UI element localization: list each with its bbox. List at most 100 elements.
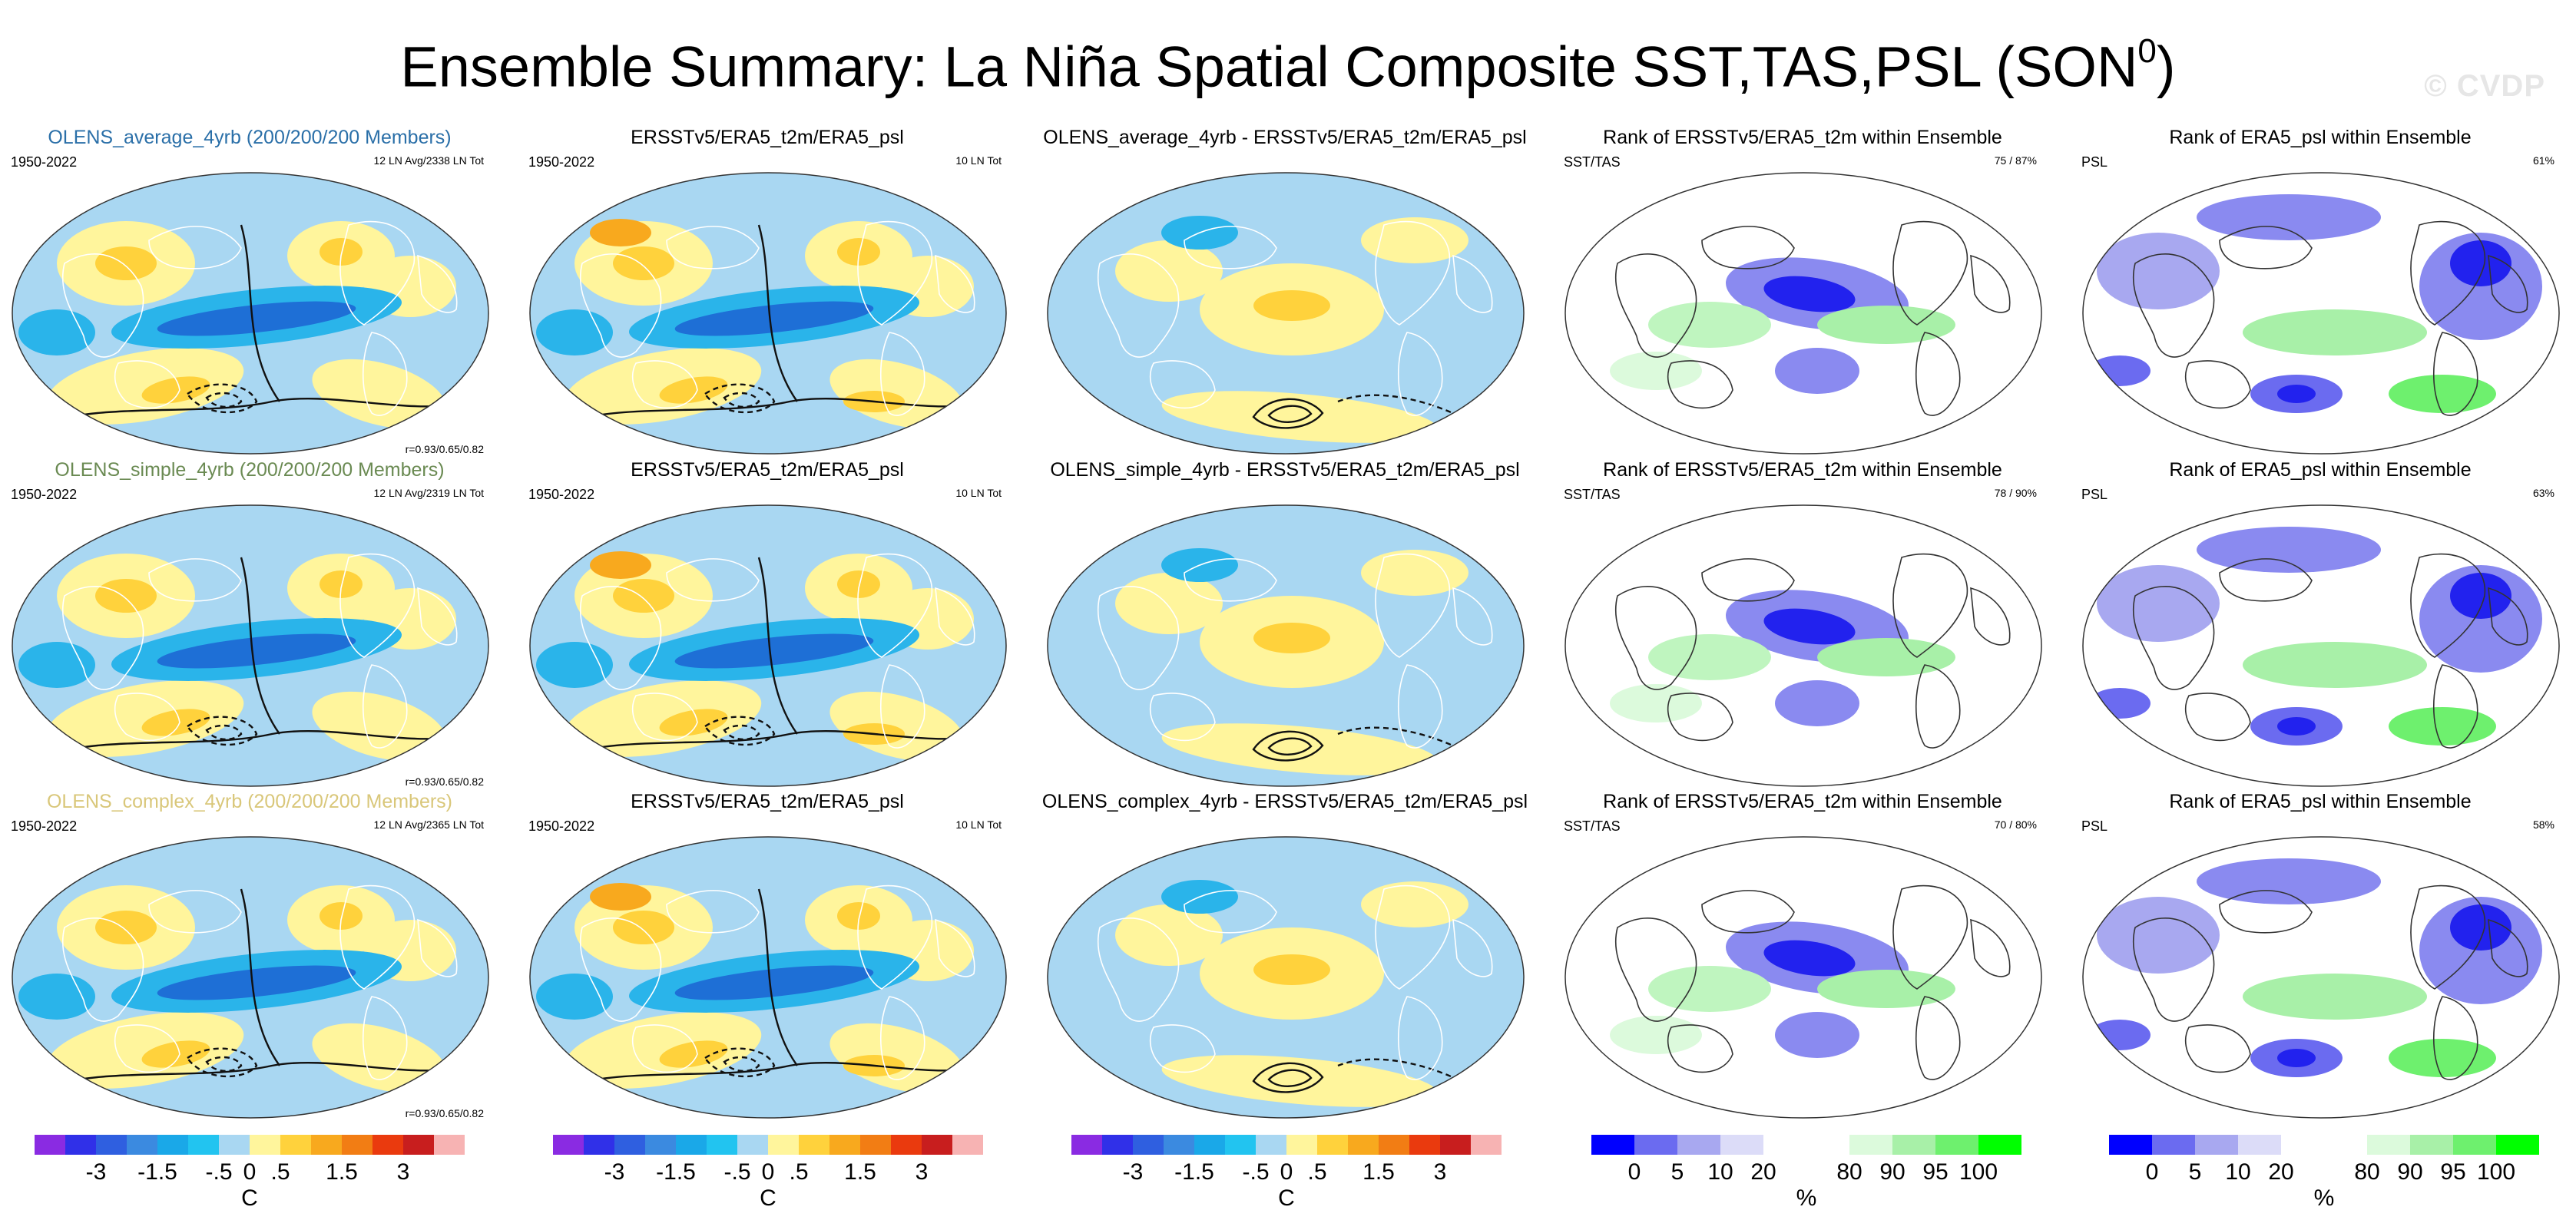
panel-note-label: 70 / 80% [1994, 818, 2037, 831]
colorbar-tick-label: .5 [1307, 1159, 1327, 1185]
diff-warm-core [1253, 954, 1330, 985]
cold-core-pacific [157, 301, 356, 336]
colorbar-swatch-11 [342, 1135, 373, 1155]
colorbar-tick-label: 90 [2397, 1159, 2423, 1185]
coastline-5 [1398, 996, 1443, 1080]
panel-note-label: 10 LN Tot [955, 487, 1002, 499]
coastline-5 [1398, 332, 1443, 416]
psl-contour-low-inner [723, 724, 760, 741]
cold-anomaly-indian [18, 974, 95, 1020]
coastline-3 [148, 226, 242, 269]
rank-high-pacific [2243, 974, 2427, 1020]
map-field [530, 505, 1006, 786]
coastline-6 [417, 587, 458, 646]
panel-r1-c2: ERSSTv5/ERA5_t2m/ERA5_psl 1950-2022 10 LN … [518, 127, 1017, 465]
diff-warm-core [1253, 623, 1330, 653]
warm-anomaly-south-atlantic [312, 1023, 447, 1093]
robinson-map [1047, 172, 1525, 455]
colorbar-unit-label: C [760, 1185, 776, 1211]
coastline-5 [1915, 332, 1961, 416]
coastline-4 [2410, 553, 2486, 658]
coastline-3 [1184, 226, 1277, 269]
rank-high-pacific [2243, 642, 2427, 688]
diff-contour-dashed [1337, 726, 1462, 751]
colorbar-tick-label: 90 [1879, 1159, 1906, 1185]
coastline-4 [339, 553, 416, 658]
rank-low-west [2097, 565, 2220, 642]
psl-contour-low [704, 1047, 776, 1078]
diff-warm-core [1253, 290, 1330, 321]
colorbar-swatch-8 [1892, 1135, 1936, 1155]
panel-correlation-label: r=0.93/0.65/0.82 [405, 1107, 484, 1119]
colorbar-tick-label: -1.5 [137, 1159, 177, 1185]
coastline-6 [935, 918, 975, 977]
map-field [1565, 505, 2041, 786]
robinson-map [529, 504, 1007, 787]
coastline-2 [114, 1024, 180, 1073]
map-frame [12, 172, 489, 455]
panel-correlation-label: r=0.93/0.65/0.82 [405, 775, 484, 788]
coastline-5 [1915, 996, 1961, 1080]
map-frame [1564, 836, 2042, 1119]
rank-low-north [2197, 858, 2381, 904]
panel-note-label: 12 LN Avg/2338 LN Tot [373, 154, 484, 167]
coastline-2 [114, 360, 180, 409]
warm-strong-asia [590, 219, 651, 246]
map-frame [1564, 504, 2042, 787]
colorbar-swatch-8 [768, 1135, 800, 1155]
colorbar-swatch-14 [952, 1135, 984, 1155]
colorbar-tick-label: 0 [761, 1159, 775, 1185]
panel-period-label: 1950-2022 [528, 818, 595, 834]
panel-note-label: 61% [2532, 154, 2554, 167]
colorbar-swatch-10 [829, 1135, 861, 1155]
coastline-5 [363, 664, 408, 749]
colorbar-swatch-8 [250, 1135, 281, 1155]
rank-lowest-south [2277, 1049, 2316, 1067]
colorbar-swatch-5 [1194, 1135, 1226, 1155]
robinson-map [2082, 172, 2560, 455]
coastline-4 [1892, 220, 1968, 326]
colorbar-swatch-3 [1677, 1135, 1721, 1155]
map-field [1048, 173, 1524, 454]
colorbar-tick-label: 80 [1836, 1159, 1862, 1185]
panel-title: Rank of ERA5_psl within Ensemble [2169, 459, 2472, 481]
map-field [12, 173, 488, 454]
panel-title: OLENS_simple_4yrb (200/200/200 Members) [55, 459, 445, 481]
cold-anomaly-indian [18, 309, 95, 355]
panel-period-label: 1950-2022 [528, 154, 595, 170]
coastline-6 [1970, 587, 2011, 646]
diff-warm-west [1115, 904, 1223, 966]
map-frame [529, 172, 1007, 455]
coastline-6 [2488, 254, 2528, 313]
colorbar-unit-label: % [1796, 1185, 1817, 1211]
panel-r2-c3: OLENS_simple_4yrb - ERSSTv5/ERA5_t2m/ERA… [1035, 459, 1535, 797]
coastline-5 [880, 664, 925, 749]
colorbar-swatch-5 [2281, 1135, 2325, 1155]
coastline-4 [857, 884, 933, 990]
panel-note-label: 12 LN Avg/2365 LN Tot [373, 818, 484, 831]
rank-low-north [2197, 194, 2381, 240]
colorbar-swatch-6 [188, 1135, 220, 1155]
coastline-3 [2219, 226, 2313, 269]
colorbar-swatch-3 [96, 1135, 127, 1155]
robinson-map [2082, 836, 2560, 1119]
panel-period-label: 1950-2022 [11, 487, 78, 502]
cold-core-pacific [674, 301, 874, 336]
map-frame [1564, 172, 2042, 455]
panel-r3-c3: OLENS_complex_4yrb - ERSSTv5/ERA5_t2m/ER… [1035, 791, 1535, 1129]
colorbar-tick-label: 5 [2188, 1159, 2202, 1185]
warm-anomaly-south-pacific [564, 680, 762, 757]
map-frame [529, 836, 1007, 1119]
psl-contour-low-inner [205, 724, 243, 741]
map-field [12, 505, 488, 786]
psl-contour-low-inner [205, 1056, 243, 1073]
coastline-6 [417, 254, 458, 313]
coastline-1 [1614, 917, 1697, 1022]
colorbar-swatch-6 [1806, 1135, 1850, 1155]
coastline-6 [1970, 254, 2011, 313]
warm-anomaly-south-atlantic [312, 359, 447, 429]
colorbar-tick-label: 0 [2145, 1159, 2159, 1185]
colorbar-tick-label: -1.5 [656, 1159, 696, 1185]
colorbar-tick-label: 0 [1280, 1159, 1293, 1185]
warm-core-west-pacific [95, 911, 157, 944]
